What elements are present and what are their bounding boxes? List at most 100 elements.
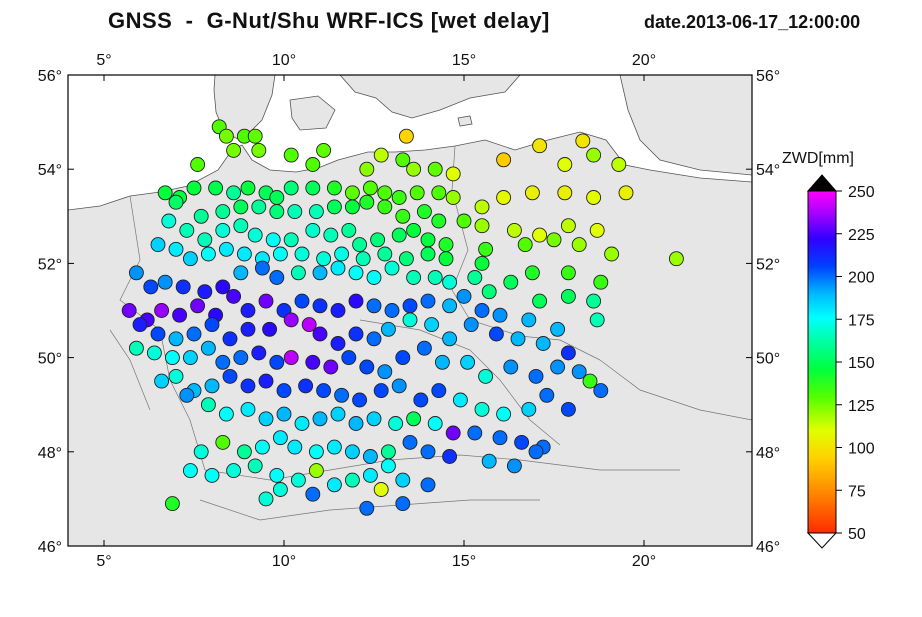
station-marker [305, 222, 321, 238]
station-marker [272, 430, 288, 446]
colorbar-tick-label: 175 [848, 312, 875, 329]
station-marker [143, 279, 159, 295]
station-marker [424, 317, 440, 333]
station-marker [384, 303, 400, 318]
station-marker [380, 321, 396, 337]
station-marker [442, 298, 458, 314]
station-marker [575, 133, 591, 149]
station-marker [204, 317, 220, 333]
station-marker [316, 383, 332, 399]
station-marker [409, 185, 425, 201]
station-marker [168, 331, 184, 347]
station-marker [330, 303, 346, 318]
station-marker [445, 166, 461, 182]
colorbar: ZWD[mm] 250 225 200 175 150 125 100 75 50 [782, 150, 875, 549]
station-marker [420, 477, 436, 493]
station-marker [528, 368, 544, 384]
station-marker [326, 439, 342, 455]
colorbar-tick-label: 150 [848, 355, 875, 372]
station-marker [182, 350, 198, 366]
station-marker [326, 477, 342, 493]
station-marker [510, 331, 526, 347]
station-marker [215, 354, 231, 370]
lon-tick-label-bottom: 20° [632, 553, 656, 570]
station-marker [312, 411, 328, 427]
station-marker [323, 227, 339, 243]
station-marker [503, 359, 519, 375]
station-marker [416, 340, 432, 356]
station-marker [452, 392, 468, 408]
station-marker [247, 227, 263, 243]
colorbar-tick-label: 125 [848, 398, 875, 415]
station-marker [168, 194, 184, 210]
station-marker [438, 251, 454, 267]
station-marker [218, 406, 234, 422]
station-marker [305, 157, 321, 172]
station-marker [528, 444, 544, 460]
station-marker [431, 185, 447, 201]
station-marker [395, 208, 411, 224]
station-marker [506, 458, 522, 474]
station-marker [218, 128, 234, 144]
station-marker [391, 190, 407, 205]
station-marker [431, 383, 447, 399]
land-zealand [289, 95, 336, 131]
station-marker [514, 434, 530, 450]
land-layer [68, 75, 752, 546]
station-marker [175, 279, 191, 295]
lon-tick-label-bottom: 10° [272, 553, 296, 570]
station-marker [467, 425, 483, 441]
station-marker [546, 232, 562, 248]
station-marker [193, 444, 209, 460]
station-marker [168, 241, 184, 257]
station-marker [164, 496, 180, 512]
colorbar-bar [807, 190, 837, 534]
station-marker [312, 326, 328, 342]
station-marker [186, 180, 202, 196]
station-marker [395, 350, 411, 366]
station-marker [247, 458, 263, 474]
station-marker [226, 185, 242, 201]
station-marker [215, 434, 231, 450]
lat-tick-label-left: 48° [38, 445, 62, 462]
station-marker [254, 439, 270, 455]
station-marker [474, 401, 490, 417]
colorbar-tick-label: 250 [848, 184, 875, 201]
lon-tick-label-bottom: 15° [452, 553, 476, 570]
station-marker [193, 208, 209, 224]
lat-tick-label-left: 52° [38, 256, 62, 273]
station-marker [154, 373, 170, 389]
station-marker [366, 298, 382, 314]
station-marker [226, 142, 242, 158]
colorbar-label: ZWD[mm] [782, 150, 854, 167]
station-marker [215, 204, 231, 220]
colorbar-under-triangle [806, 532, 838, 549]
station-marker [294, 416, 310, 431]
station-marker [467, 270, 483, 285]
station-marker [481, 284, 497, 300]
colorbar-tick-label: 50 [848, 526, 866, 543]
station-marker [550, 359, 566, 375]
station-marker [560, 288, 576, 304]
station-marker [251, 345, 267, 361]
station-marker [272, 482, 288, 497]
station-marker [146, 345, 162, 361]
station-marker [265, 232, 281, 248]
station-marker [478, 241, 494, 257]
station-marker [586, 147, 602, 163]
station-marker [308, 463, 324, 479]
station-marker [330, 260, 346, 276]
station-marker [326, 199, 342, 215]
station-marker [373, 482, 389, 497]
station-marker [478, 368, 494, 384]
station-marker [442, 331, 458, 347]
station-marker [157, 274, 173, 290]
lon-tick-label-top: 5° [96, 52, 111, 69]
station-marker [359, 161, 375, 177]
station-marker [164, 350, 180, 366]
station-marker [359, 500, 375, 516]
station-marker [179, 222, 195, 238]
station-marker [276, 383, 292, 399]
station-marker [362, 180, 378, 196]
station-marker [344, 444, 360, 460]
